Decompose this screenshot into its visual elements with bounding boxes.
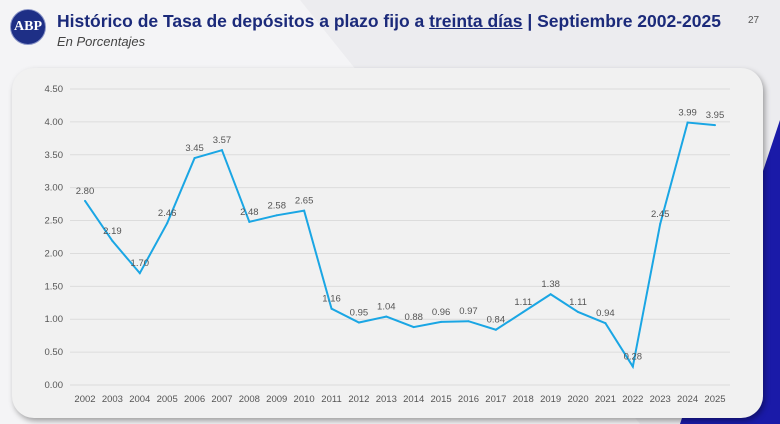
data-label: 3.57 (213, 135, 232, 146)
data-label: 0.96 (432, 307, 451, 318)
y-tick-label: 4.00 (45, 117, 64, 128)
page-number: 27 (748, 15, 760, 26)
data-label: 0.28 (624, 352, 643, 363)
data-point (220, 149, 223, 152)
data-label: 0.88 (404, 312, 423, 323)
data-label: 0.84 (487, 315, 506, 326)
x-tick-label: 2022 (622, 394, 643, 405)
data-label: 2.65 (295, 196, 314, 207)
y-tick-label: 0.00 (45, 380, 64, 391)
data-label: 0.94 (596, 308, 615, 319)
x-tick-label: 2009 (266, 394, 287, 405)
data-point (385, 315, 388, 318)
x-tick-label: 2004 (129, 394, 150, 405)
x-tick-label: 2025 (704, 394, 725, 405)
data-point (522, 310, 525, 313)
x-tick-label: 2014 (403, 394, 424, 405)
y-tick-label: 2.00 (45, 248, 64, 259)
x-tick-label: 2021 (595, 394, 616, 405)
data-point (275, 214, 278, 217)
x-tick-label: 2012 (348, 394, 369, 405)
data-point (248, 220, 251, 223)
data-point (111, 239, 114, 242)
x-tick-label: 2010 (294, 394, 315, 405)
data-point (467, 320, 470, 323)
y-tick-label: 0.50 (45, 347, 64, 358)
x-tick-label: 2016 (458, 394, 479, 405)
data-label: 2.48 (240, 207, 259, 218)
x-tick-label: 2020 (567, 394, 588, 405)
data-label: 3.99 (678, 108, 697, 119)
data-point (166, 222, 169, 225)
y-tick-label: 1.50 (45, 281, 64, 292)
data-point (330, 307, 333, 310)
data-point (577, 310, 580, 313)
x-tick-label: 2013 (376, 394, 397, 405)
data-label: 2.19 (103, 226, 122, 237)
abp-logo: ABP (10, 9, 46, 45)
page-subtitle: En Porcentajes (57, 34, 146, 49)
data-point (138, 272, 141, 275)
data-label: 1.04 (377, 302, 396, 313)
data-point (440, 320, 443, 323)
data-label: 0.95 (350, 308, 369, 319)
data-label: 2.45 (651, 209, 670, 220)
data-label: 2.58 (267, 200, 286, 211)
data-label: 2.46 (158, 208, 177, 219)
x-tick-label: 2018 (513, 394, 534, 405)
data-point (714, 124, 716, 127)
x-tick-label: 2005 (157, 394, 178, 405)
data-point (631, 365, 634, 368)
data-label: 1.11 (569, 297, 587, 308)
x-tick-label: 2024 (677, 394, 698, 405)
x-tick-label: 2007 (211, 394, 232, 405)
data-point (412, 326, 415, 329)
data-point (494, 328, 497, 331)
y-tick-label: 2.50 (45, 216, 64, 227)
x-tick-label: 2017 (485, 394, 506, 405)
x-tick-label: 2006 (184, 394, 205, 405)
data-label: 3.95 (706, 110, 725, 121)
data-point (357, 321, 360, 324)
data-point (604, 322, 607, 325)
data-point (686, 121, 689, 124)
y-tick-label: 4.50 (45, 84, 64, 95)
data-point (303, 209, 306, 212)
page-title: Histórico de Tasa de depósitos a plazo f… (57, 11, 721, 31)
data-label: 1.16 (322, 294, 341, 305)
data-point (84, 199, 86, 202)
x-tick-label: 2019 (540, 394, 561, 405)
data-label: 1.70 (131, 258, 150, 269)
y-tick-label: 3.00 (45, 183, 64, 194)
y-tick-label: 3.50 (45, 150, 64, 161)
data-point (549, 293, 552, 296)
data-label: 1.38 (541, 279, 560, 290)
data-label: 3.45 (185, 143, 204, 154)
data-point (193, 157, 196, 160)
data-label: 2.80 (76, 186, 95, 197)
x-tick-label: 2023 (650, 394, 671, 405)
data-label: 0.97 (459, 306, 478, 317)
data-label: 1.11 (514, 297, 532, 308)
x-tick-label: 2015 (431, 394, 452, 405)
data-point (659, 222, 662, 225)
x-tick-label: 2003 (102, 394, 123, 405)
x-tick-label: 2008 (239, 394, 260, 405)
x-tick-label: 2002 (74, 394, 95, 405)
x-tick-label: 2011 (321, 394, 341, 405)
y-tick-label: 1.00 (45, 314, 64, 325)
chart-card (12, 68, 763, 418)
series-line (84, 121, 716, 370)
